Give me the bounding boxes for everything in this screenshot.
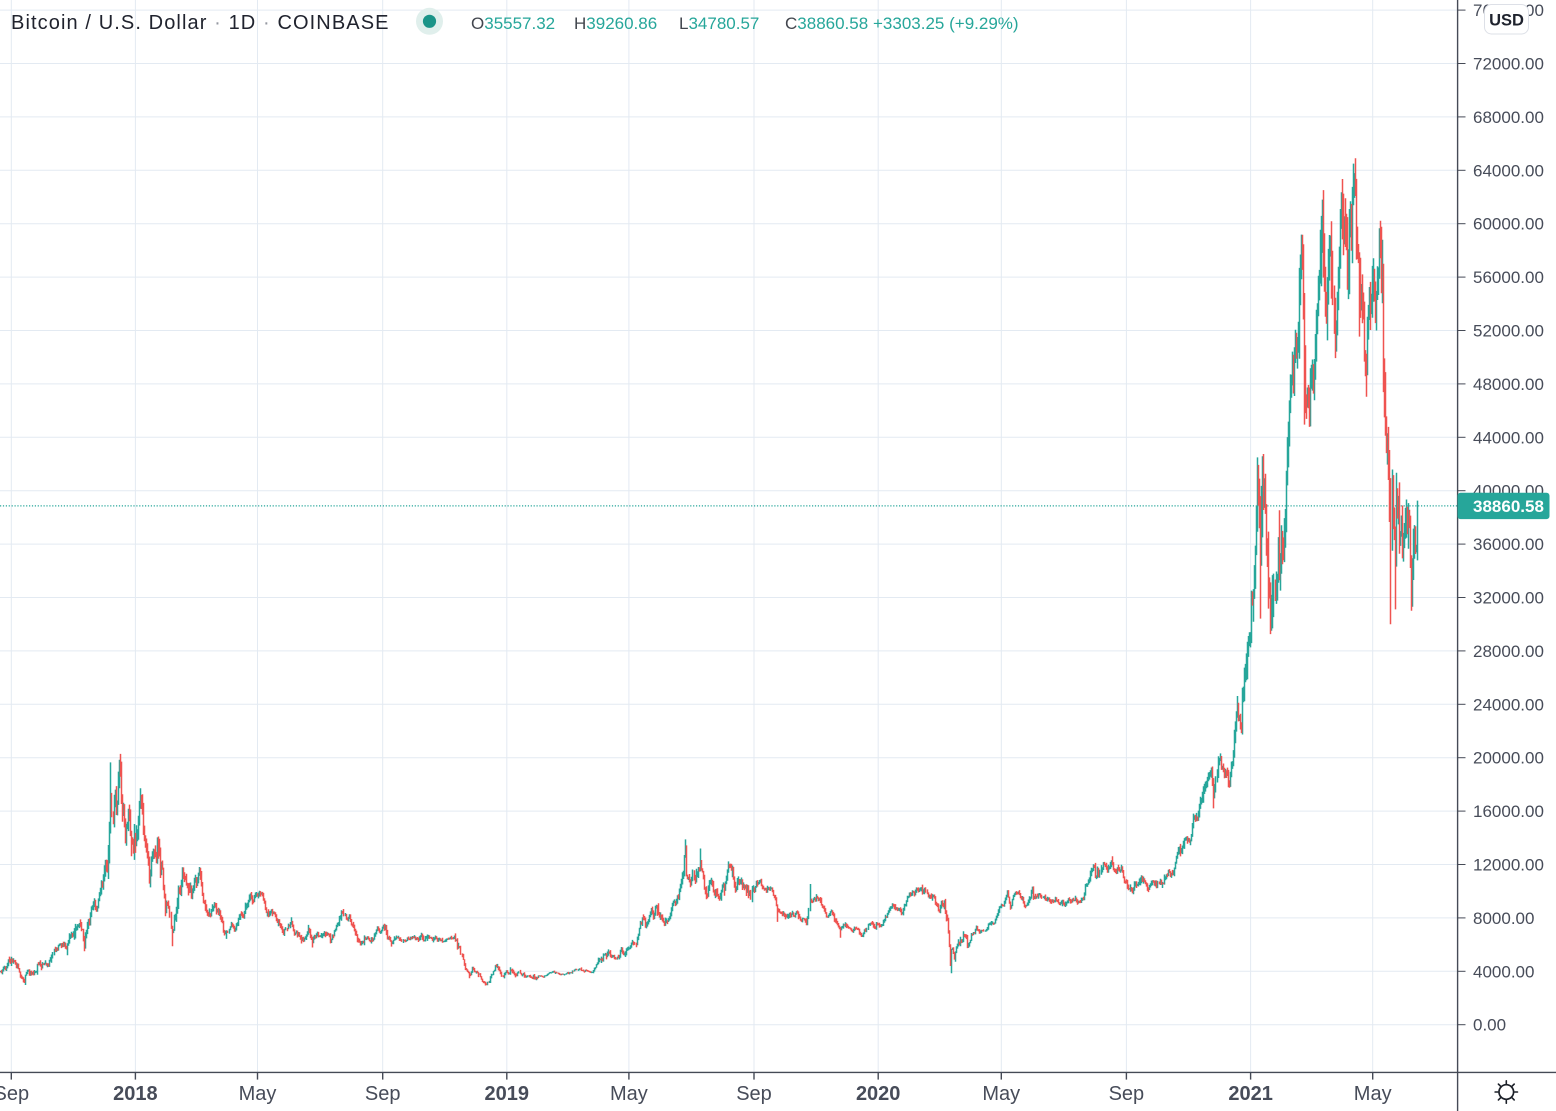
svg-text:48000.00: 48000.00 — [1473, 375, 1544, 394]
svg-text:56000.00: 56000.00 — [1473, 268, 1544, 287]
svg-text:Sep: Sep — [736, 1083, 772, 1105]
svg-text:4000.00: 4000.00 — [1473, 962, 1534, 981]
svg-text:72000.00: 72000.00 — [1473, 55, 1544, 74]
svg-text:12000.00: 12000.00 — [1473, 856, 1544, 875]
svg-text:USD: USD — [1489, 11, 1524, 29]
svg-text:Sep: Sep — [0, 1083, 29, 1105]
svg-text:16000.00: 16000.00 — [1473, 802, 1544, 821]
svg-text:32000.00: 32000.00 — [1473, 589, 1544, 608]
svg-text:36000.00: 36000.00 — [1473, 535, 1544, 554]
svg-text:0.00: 0.00 — [1473, 1016, 1506, 1035]
svg-text:Bitcoin / U.S. Dollar · 1D · C: Bitcoin / U.S. Dollar · 1D · COINBASE — [11, 12, 390, 34]
svg-text:May: May — [1354, 1083, 1392, 1105]
svg-text:20000.00: 20000.00 — [1473, 749, 1544, 768]
svg-text:64000.00: 64000.00 — [1473, 161, 1544, 180]
svg-text:28000.00: 28000.00 — [1473, 642, 1544, 661]
svg-text:52000.00: 52000.00 — [1473, 322, 1544, 341]
svg-text:68000.00: 68000.00 — [1473, 108, 1544, 127]
svg-text:38860.58: 38860.58 — [1473, 497, 1544, 516]
svg-text:Sep: Sep — [365, 1083, 401, 1105]
svg-text:May: May — [610, 1083, 648, 1105]
svg-text:2021: 2021 — [1228, 1083, 1273, 1105]
svg-text:44000.00: 44000.00 — [1473, 428, 1544, 447]
svg-text:2020: 2020 — [856, 1083, 901, 1105]
svg-text:May: May — [239, 1083, 277, 1105]
svg-text:May: May — [982, 1083, 1020, 1105]
svg-text:2018: 2018 — [113, 1083, 158, 1105]
svg-text:24000.00: 24000.00 — [1473, 695, 1544, 714]
svg-text:2019: 2019 — [485, 1083, 530, 1105]
svg-text:60000.00: 60000.00 — [1473, 215, 1544, 234]
svg-text:8000.00: 8000.00 — [1473, 909, 1534, 928]
svg-text:Sep: Sep — [1109, 1083, 1145, 1105]
